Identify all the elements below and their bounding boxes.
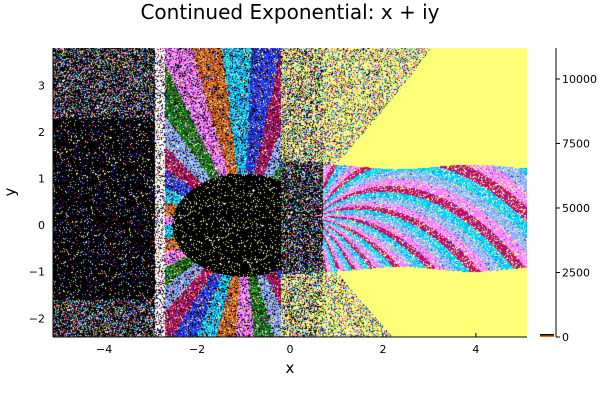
plot-area — [53, 48, 527, 337]
y-tick-label: −2 — [29, 312, 45, 325]
y-tick-label: 1 — [38, 173, 45, 186]
colorbar-tick-label: 0 — [562, 331, 569, 344]
x-axis: −4 −2 0 2 4 — [53, 333, 527, 356]
y-axis: −2 −1 0 1 2 3 — [29, 48, 57, 337]
heatmap-image — [53, 48, 527, 337]
x-tick-label: 0 — [287, 343, 294, 356]
x-tick-label: −2 — [189, 343, 205, 356]
x-tick-label: −4 — [96, 343, 112, 356]
y-axis-label: y — [1, 187, 19, 196]
colorbar-tick-label: 5000 — [562, 202, 590, 215]
colorbar-fill-accent — [540, 335, 554, 337]
colorbar-tick-label: 10000 — [562, 73, 597, 86]
y-tick-label: 2 — [38, 126, 45, 139]
y-tick-label: 3 — [38, 79, 45, 92]
x-tick-label: 2 — [379, 343, 386, 356]
colorbar: 0 2500 5000 7500 10000 — [540, 48, 597, 344]
colorbar-tick-label: 2500 — [562, 266, 590, 279]
y-tick-label: −1 — [29, 266, 45, 279]
x-axis-label: x — [286, 359, 295, 377]
y-tick-label: 0 — [38, 219, 45, 232]
colorbar-tick-label: 7500 — [562, 137, 590, 150]
x-tick-label: 4 — [472, 343, 479, 356]
chart-title: Continued Exponential: x + iy — [140, 0, 439, 24]
